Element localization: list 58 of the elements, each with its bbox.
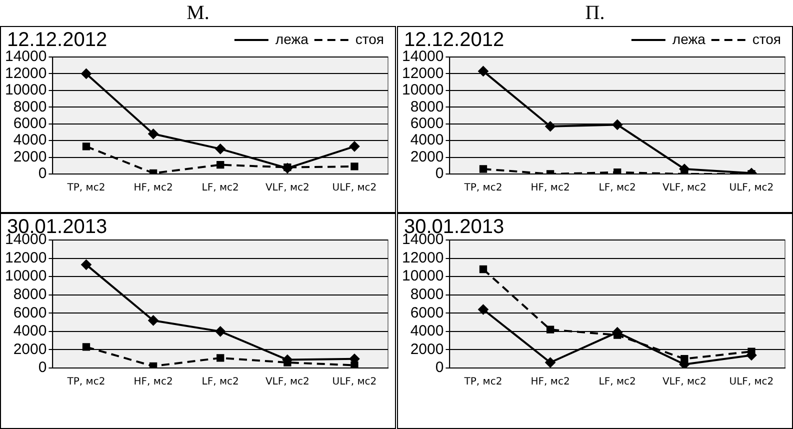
x-tick-label: HF, мс2 bbox=[530, 182, 570, 194]
x-tick-label: LF, мс2 bbox=[202, 376, 239, 388]
x-tick-label: TP, мс2 bbox=[463, 182, 502, 194]
y-tick-label: 6000 bbox=[410, 115, 444, 132]
x-tick-label: LF, мс2 bbox=[598, 376, 636, 388]
y-tick-label: 12000 bbox=[4, 64, 47, 82]
x-tick-label: VLF, мс2 bbox=[662, 182, 706, 194]
x-tick-label: ULF, мс2 bbox=[729, 376, 774, 388]
y-tick-label: 6000 bbox=[410, 304, 444, 322]
x-tick-label: TP, мс2 bbox=[66, 182, 106, 194]
x-tick-label: ULF, мс2 bbox=[332, 182, 377, 194]
y-tick-label: 0 bbox=[435, 359, 444, 376]
y-tick-label: 12000 bbox=[402, 249, 444, 266]
y-tick-label: 4000 bbox=[13, 132, 47, 149]
y-tick-label: 0 bbox=[435, 165, 444, 182]
chart-title: 12.12.2012 bbox=[404, 29, 504, 51]
y-tick-label: 4000 bbox=[410, 322, 444, 340]
chart-subtitle: М. bbox=[186, 1, 210, 26]
y-tick-label: 14000 bbox=[402, 48, 444, 66]
chart-subtitle: П. bbox=[584, 1, 606, 26]
x-tick-label: TP, мс2 bbox=[463, 376, 502, 388]
y-tick-label: 4000 bbox=[410, 132, 444, 149]
x-tick-label: VLF, мс2 bbox=[265, 182, 310, 194]
y-tick-label: 14000 bbox=[4, 48, 47, 66]
y-tick-label: 8000 bbox=[410, 286, 444, 303]
x-tick-label: HF, мс2 bbox=[134, 376, 173, 388]
y-tick-label: 8000 bbox=[410, 98, 444, 116]
legend-label: стоя bbox=[752, 30, 782, 47]
y-tick-label: 0 bbox=[38, 165, 47, 182]
legend-label: лежа bbox=[275, 30, 309, 47]
y-tick-label: 12000 bbox=[4, 249, 47, 266]
y-tick-label: 2000 bbox=[410, 148, 444, 166]
x-tick-label: VLF, мс2 bbox=[662, 376, 706, 388]
y-tick-label: 12000 bbox=[402, 64, 444, 82]
x-tick-label: VLF, мс2 bbox=[265, 376, 310, 388]
y-tick-label: 10000 bbox=[402, 268, 444, 285]
x-tick-label: ULF, мс2 bbox=[332, 376, 377, 388]
legend-label: лежа bbox=[672, 30, 706, 47]
y-tick-label: 2000 bbox=[410, 340, 444, 358]
chart-title: 12.12.2012 bbox=[7, 29, 108, 51]
y-tick-label: 8000 bbox=[13, 98, 47, 116]
y-tick-label: 10000 bbox=[402, 82, 444, 99]
legend-label: стоя bbox=[355, 30, 384, 47]
x-tick-label: HF, мс2 bbox=[530, 376, 570, 388]
x-tick-label: LF, мс2 bbox=[598, 182, 636, 194]
y-tick-label: 4000 bbox=[13, 322, 47, 340]
x-tick-label: TP, мс2 bbox=[66, 376, 106, 388]
y-tick-label: 2000 bbox=[13, 148, 47, 166]
y-tick-label: 6000 bbox=[13, 115, 47, 132]
y-tick-label: 0 bbox=[38, 359, 47, 376]
y-tick-label: 6000 bbox=[13, 304, 47, 322]
y-tick-label: 8000 bbox=[13, 286, 47, 303]
y-tick-label: 2000 bbox=[13, 340, 47, 358]
x-tick-label: ULF, мс2 bbox=[729, 182, 774, 194]
y-tick-label: 10000 bbox=[4, 268, 47, 285]
x-tick-label: HF, мс2 bbox=[134, 182, 173, 194]
x-tick-label: LF, мс2 bbox=[202, 182, 239, 194]
y-tick-label: 10000 bbox=[4, 82, 47, 99]
